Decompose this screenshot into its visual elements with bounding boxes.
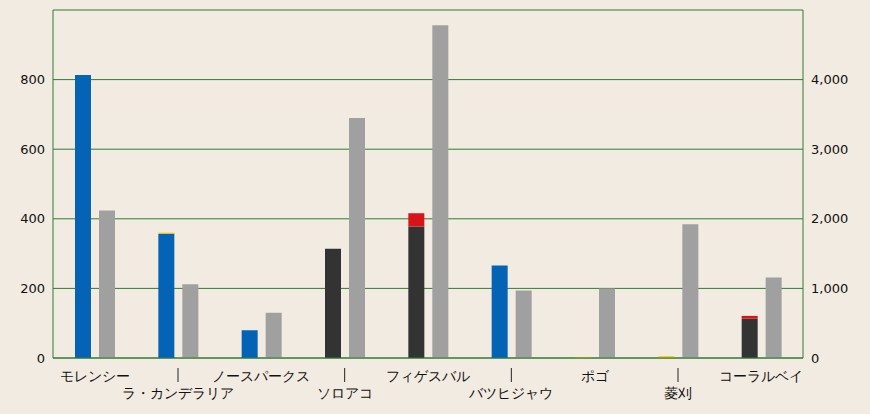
- svg-text:0: 0: [37, 351, 45, 366]
- svg-text:800: 800: [20, 72, 45, 87]
- svg-text:3,000: 3,000: [811, 142, 848, 157]
- svg-text:4,000: 4,000: [811, 72, 848, 87]
- svg-text:ノースパークス: ノースパークス: [212, 368, 310, 384]
- svg-text:400: 400: [20, 211, 45, 226]
- svg-text:フィゲスバル: フィゲスバル: [386, 368, 470, 384]
- svg-text:0: 0: [811, 351, 819, 366]
- svg-text:600: 600: [20, 142, 45, 157]
- svg-text:200: 200: [20, 281, 45, 296]
- svg-text:モレンシー: モレンシー: [60, 368, 130, 384]
- svg-text:菱刈: 菱刈: [664, 385, 692, 401]
- svg-text:バツヒジャウ: バツヒジャウ: [468, 385, 553, 401]
- svg-text:1,000: 1,000: [811, 281, 848, 296]
- svg-text:コーラルベイ: コーラルベイ: [719, 368, 803, 384]
- svg-text:ソロアコ: ソロアコ: [317, 385, 373, 401]
- svg-text:ポゴ: ポゴ: [581, 368, 610, 384]
- svg-text:2,000: 2,000: [811, 211, 848, 226]
- svg-text:ラ・カンデラリア: ラ・カンデラリア: [122, 385, 234, 401]
